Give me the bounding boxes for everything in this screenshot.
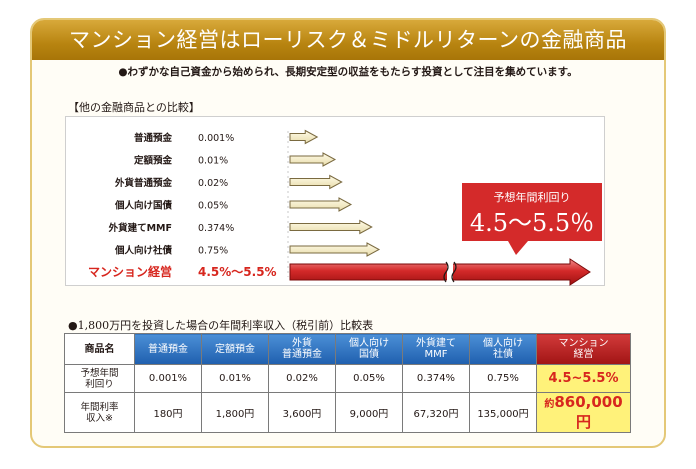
comparison-chart: 普通預金 0.001% 定額預金 0.01% 外貨普通預金 0.02% 個人向け国債 0.05…: [65, 116, 605, 286]
table-cell: 0.01%: [201, 364, 269, 393]
callout-title: 予想年間利回り: [494, 190, 571, 204]
callout-box: 予想年間利回り 4.5～5.5％: [462, 183, 602, 255]
value-label: 0.02%: [198, 178, 228, 189]
arrow-bar: [289, 219, 373, 235]
table-cell: 9,000円: [335, 392, 403, 433]
category-label: 個人向け社債: [114, 245, 173, 257]
table-row-income: 年間利率 収入※ 180円 1,800円 3,600円 9,000円 67,320…: [64, 392, 631, 433]
col-header: 外貨建て MMF: [402, 333, 470, 365]
category-label: 普通預金: [134, 132, 173, 144]
table-cell: 1,800円: [201, 392, 269, 433]
table-cell: 0.374%: [402, 364, 470, 393]
mansion-yield-cell: 4.5~5.5%: [536, 364, 631, 393]
arrow-bar: [289, 152, 337, 167]
arrow-bar: [289, 242, 381, 257]
page-title: マンション経営はローリスク＆ミドルリターンの金融商品: [32, 20, 664, 60]
highlight-arrow-bar: [289, 258, 591, 286]
category-label: 外貨普通預金: [114, 177, 173, 189]
table-cell: 135,000円: [469, 392, 537, 433]
category-label: 定額預金: [133, 155, 173, 167]
value-label: 0.374%: [198, 223, 234, 234]
category-label: マンション経営: [88, 264, 172, 279]
mansion-income-cell: 約860,000円: [536, 392, 631, 433]
table-title: ●1,800万円を投資した場合の年間利率収入（税引前）比較表: [68, 319, 374, 332]
value-label: 0.01%: [198, 156, 228, 167]
axis-break-gap: [447, 262, 453, 282]
mansion-income-value: 860,000円: [554, 393, 623, 431]
page-subtitle: ●わずかな自己資金から始められ、長期安定型の収益をもたらす投資として注目を集めて…: [118, 66, 578, 78]
col-header: 定額預金: [201, 333, 269, 365]
axis-break-left: [443, 261, 449, 283]
col-header: 外貨 普通預金: [268, 333, 336, 365]
value-label: 4.5%～5.5%: [198, 265, 277, 279]
value-label: 0.001%: [198, 133, 234, 144]
category-label: 外貨建てMMF: [108, 222, 172, 234]
income-comparison-table: 商品名 普通預金 定額預金 外貨 普通預金 個人向け 国債 外貨建て MMF 個人向け…: [64, 333, 631, 433]
col-header: 普通預金: [134, 333, 202, 365]
table-header-row: 商品名 普通預金 定額預金 外貨 普通預金 個人向け 国債 外貨建て MMF 個人向け…: [64, 333, 631, 365]
mansion-income-prefix: 約: [544, 399, 555, 410]
arrow-bar: [289, 129, 319, 145]
callout-value: 4.5～5.5％: [470, 209, 594, 237]
table-row-yield: 予想年間 利回り 0.001% 0.01% 0.02% 0.05% 0.374% …: [64, 364, 631, 393]
col-header: 個人向け 社債: [469, 333, 537, 365]
row-label-yield: 予想年間 利回り: [64, 364, 135, 393]
axis-break-right: [451, 261, 457, 283]
table-cell: 0.02%: [268, 364, 336, 393]
value-label: 0.75%: [198, 246, 228, 257]
table-cell: 3,600円: [268, 392, 336, 433]
col-header-mansion: マンション 経営: [536, 333, 631, 365]
col-header: 個人向け 国債: [335, 333, 403, 365]
table-cell: 0.75%: [469, 364, 537, 393]
table-cell: 67,320円: [402, 392, 470, 433]
row-label-income: 年間利率 収入※: [64, 392, 135, 433]
table-cell: 0.001%: [134, 364, 202, 393]
arrow-bar: [289, 174, 343, 190]
value-label: 0.05%: [198, 201, 228, 212]
table-cell: 180円: [134, 392, 202, 433]
category-label: 個人向け国債: [114, 200, 173, 212]
arrow-bar: [289, 197, 353, 212]
comparison-title: 【他の金融商品との比較】: [68, 101, 200, 114]
table-corner-header: 商品名: [64, 333, 135, 365]
table-cell: 0.05%: [335, 364, 403, 393]
comparison-chart-svg: 普通預金 0.001% 定額預金 0.01% 外貨普通預金 0.02% 個人向け国債 0.05…: [88, 129, 602, 286]
